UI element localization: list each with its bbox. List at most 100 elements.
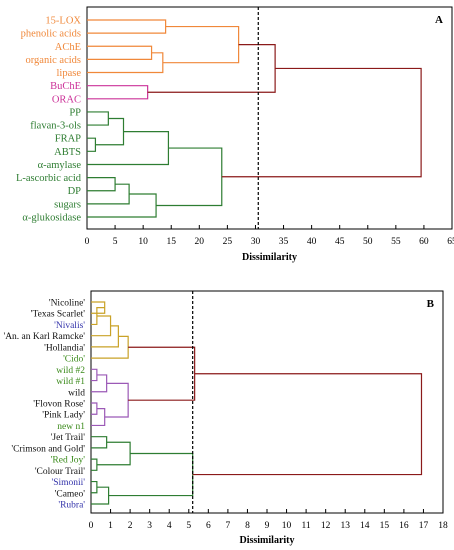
panel-a-x-tick-label: 60	[419, 237, 429, 247]
panel-b-dendrogram-link	[91, 402, 98, 415]
panel-b-dendrogram-link	[91, 325, 119, 348]
panel-a-x-tick-label: 0	[85, 237, 90, 247]
panel-b-dendrogram-link	[108, 452, 194, 497]
panel-b-leaf-label: 'Texas Scarlet'	[31, 310, 85, 320]
panel-b-x-axis-label: Dissimilarity	[240, 535, 295, 546]
panel-b-leaf-label: 'Cido'	[63, 355, 85, 365]
panel-b-dendrogram-link	[91, 301, 106, 314]
panel-b-plot-frame	[90, 290, 444, 514]
panel-a-leaf-label: PP	[69, 107, 81, 118]
panel-b-x-tick-label: 10	[282, 521, 292, 531]
panel-b-x-tick-label: 6	[206, 521, 211, 531]
panel-a-leaf-label: ORAC	[52, 94, 81, 105]
panel-a-x-tick-label: 15	[166, 237, 176, 247]
panel-a-dendrogram-link	[147, 44, 276, 93]
panel-a-dendrogram-link	[87, 45, 153, 60]
panel-b-x-tick-label: 13	[340, 521, 350, 531]
panel-a-leaf-label: ABTS	[54, 147, 81, 158]
panel-b-dendrogram-link	[91, 486, 110, 505]
panel-b-dendrogram-link	[91, 480, 98, 494]
panel-a-dendrogram-link	[95, 117, 125, 146]
panel-a-x-tick-label: 10	[138, 237, 148, 247]
panel-a-x-tick-label: 30	[251, 237, 261, 247]
panel-a-dendrogram-link	[87, 85, 149, 100]
panel-b-x-tick-label: 9	[265, 521, 270, 531]
panel-b-dendrogram-link	[104, 382, 129, 418]
panel-b-x-tick-label: 1	[108, 521, 113, 531]
panel-b-x-tick-label: 15	[380, 521, 390, 531]
panel-a-dendrogram-link	[156, 147, 223, 207]
panel-a-dendrogram-link	[87, 19, 167, 34]
panel-a-leaf-label: α-amylase	[38, 160, 82, 171]
panel-b-label: B	[427, 298, 435, 310]
panel-a-leaf-label: sugars	[54, 199, 81, 210]
panel-b-dendrogram-link	[192, 373, 423, 476]
panel-a-x-tick-label: 35	[279, 237, 289, 247]
panel-b-leaf-label: wild	[68, 388, 85, 398]
panel-b-dendrogram-link	[91, 368, 98, 382]
panel-b-leaf-label: 'Rubra'	[58, 501, 85, 511]
panel-b-dendrogram-link	[91, 374, 108, 393]
panel-b-dendrogram-link	[91, 315, 112, 337]
panel-a-dendrogram-link	[87, 137, 97, 152]
panel-a-dendrogram-link	[87, 183, 130, 205]
panel-a-x-tick-label: 45	[335, 237, 345, 247]
panel-b-x-tick-label: 17	[419, 521, 429, 531]
panel-b-leaf-label: 'Crimson and Gold'	[11, 444, 85, 454]
panel-a-label: A	[435, 14, 443, 26]
panel-b-x-tick-label: 4	[167, 521, 172, 531]
panel-a-leaf-label: DP	[68, 186, 82, 197]
panel-a-x-tick-label: 5	[113, 237, 118, 247]
panel-a-x-tick-label: 65	[447, 237, 454, 247]
panel-b-x-tick-label: 18	[438, 521, 448, 531]
panel-b-dendrogram-link	[91, 408, 106, 427]
panel-a-plot-frame	[86, 6, 453, 230]
panel-b-x-tick-label: 11	[302, 521, 311, 531]
panel-b-leaf-label: 'Red Joy'	[51, 456, 86, 466]
panel-b-x-tick-label: 3	[147, 521, 152, 531]
panel-b-x-tick-label: 0	[89, 521, 94, 531]
panel-b-dendrogram-link	[96, 441, 131, 466]
panel-b-leaf-label: 'Hollandia'	[44, 343, 85, 353]
panel-b-leaf-label: 'An. an Karl Ramcke'	[3, 332, 85, 342]
panel-a-leaf-label: AChE	[55, 42, 81, 53]
panel-b-leaf-label: 'Nivalis'	[54, 321, 85, 331]
panel-b-leaf-label: wild #2	[56, 366, 85, 376]
panel-a-dendrogram-link	[162, 25, 240, 64]
panel-b-x-tick-label: 2	[128, 521, 133, 531]
panel-b-leaf-label: wild #1	[56, 377, 85, 387]
panel-a-x-tick-label: 20	[195, 237, 205, 247]
panel-a-dendrogram-link	[87, 177, 116, 192]
panel-a-dendrogram-link	[87, 131, 170, 166]
panel-a-leaf-label: α-glukosidase	[22, 213, 81, 224]
panel-a-x-tick-label: 40	[307, 237, 317, 247]
panel-a-leaf-label: phenolic acids	[21, 29, 81, 40]
panel-a-x-tick-label: 25	[223, 237, 233, 247]
panel-b-leaf-label: 'Jet Trail'	[51, 433, 86, 443]
panel-a-leaf-label: FRAP	[55, 134, 81, 145]
panel-b-dendrogram-link	[128, 346, 196, 401]
panel-b-x-tick-label: 14	[360, 521, 370, 531]
panel-a-dendrogram-link	[87, 193, 157, 218]
panel-a-dendrogram-link	[221, 67, 422, 178]
panel-a-x-tick-label: 55	[391, 237, 401, 247]
panel-b-leaf-label: 'Simonii'	[51, 478, 85, 488]
panel-b-leaf-label: 'Flovon Rose'	[33, 400, 85, 410]
panel-b-leaf-label: 'Cameo'	[55, 489, 86, 499]
panel-b-dendrogram-link	[91, 436, 108, 449]
panel-b-x-tick-label: 7	[226, 521, 231, 531]
panel-b-x-tick-label: 5	[186, 521, 191, 531]
panel-b-x-tick-label: 8	[245, 521, 250, 531]
panel-a-x-axis-label: Dissimilarity	[242, 252, 297, 263]
panel-a-leaf-label: 15-LOX	[45, 16, 81, 27]
panel-a-x-tick-label: 50	[363, 237, 373, 247]
panel-b-dendrogram-link	[91, 458, 98, 471]
panel-a-leaf-label: BuChE	[50, 81, 81, 92]
panel-b-leaf-label: 'Nicoline'	[49, 299, 85, 309]
panel-b-x-tick-label: 16	[399, 521, 409, 531]
panel-a-leaf-label: organic acids	[26, 55, 82, 66]
panel-a-dendrogram-link	[87, 111, 109, 126]
panel-a-leaf-label: flavan-3-ols	[30, 121, 81, 132]
panel-b-leaf-label: 'Colour Trail'	[35, 467, 85, 477]
